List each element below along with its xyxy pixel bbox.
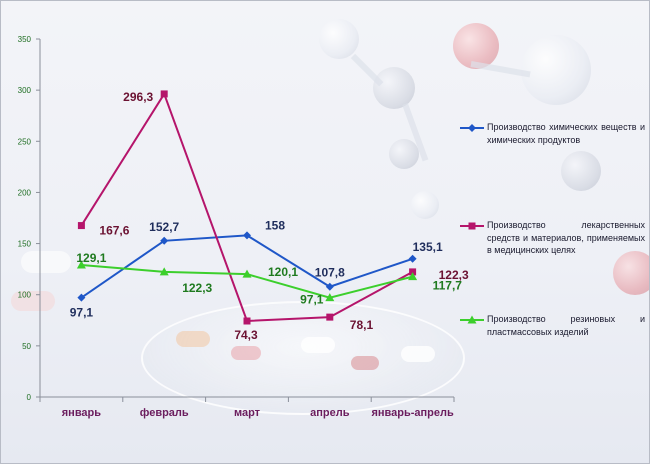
- pill-decoration: [11, 291, 55, 311]
- y-tick-label: 50: [22, 342, 31, 351]
- data-point-marker: [243, 317, 251, 325]
- data-point-marker: [409, 268, 417, 276]
- y-tick-label: 250: [18, 137, 32, 146]
- data-label: 296,3: [123, 90, 153, 104]
- data-point-marker: [243, 231, 251, 240]
- data-label: 122,3: [182, 281, 212, 295]
- x-category-label: апрель: [310, 407, 350, 419]
- data-point-marker: [325, 282, 334, 291]
- y-tick-label: 200: [18, 188, 32, 197]
- data-label: 167,6: [99, 224, 129, 238]
- data-label: 74,3: [234, 328, 258, 342]
- y-tick-label: 300: [18, 86, 32, 95]
- data-label: 129,1: [76, 251, 106, 265]
- pill-decoration: [21, 251, 71, 273]
- legend-label: Производство химических веществ и химиче…: [487, 122, 645, 145]
- data-point-marker: [76, 260, 86, 269]
- y-tick-label: 0: [27, 393, 32, 402]
- data-label: 97,1: [70, 306, 94, 320]
- data-point-marker: [326, 313, 334, 321]
- data-point-marker: [325, 293, 335, 302]
- data-label: 117,7: [433, 279, 463, 293]
- data-point-marker: [160, 236, 169, 245]
- data-label: 97,1: [300, 293, 324, 307]
- legend-symbol: [460, 222, 484, 230]
- pill-decoration: [301, 337, 335, 353]
- pill-decoration: [231, 346, 261, 360]
- legend-label: Производство резиновых и пластмассовых и…: [487, 314, 645, 337]
- data-point-marker: [408, 254, 417, 263]
- data-label: 107,8: [315, 266, 345, 280]
- data-label: 78,1: [350, 318, 374, 332]
- y-tick-label: 150: [18, 240, 32, 249]
- x-category-label: январь-апрель: [371, 407, 454, 419]
- legend-symbol: [460, 124, 484, 132]
- x-category-label: январь: [62, 407, 102, 419]
- data-point-marker: [159, 267, 169, 276]
- data-point-marker: [160, 90, 168, 98]
- legend-label: Производство лекарственных средств и мат…: [487, 220, 645, 255]
- data-point-marker: [408, 272, 418, 281]
- data-point-marker: [242, 269, 252, 278]
- data-label: 135,1: [413, 240, 443, 254]
- legend-symbol: [460, 315, 484, 324]
- data-label: 120,1: [268, 265, 298, 279]
- data-label: 122,3: [439, 268, 469, 282]
- y-tick-label: 100: [18, 291, 32, 300]
- data-label: 158: [265, 218, 285, 232]
- series-line: [80, 91, 414, 323]
- pill-decoration: [401, 346, 435, 362]
- pill-decoration: [351, 356, 379, 370]
- x-category-label: март: [234, 407, 261, 419]
- x-category-label: февраль: [140, 407, 189, 419]
- pill-decoration: [176, 331, 210, 347]
- data-point-marker: [77, 293, 86, 302]
- y-tick-label: 350: [18, 35, 32, 44]
- data-point-marker: [77, 222, 85, 230]
- data-label: 152,7: [149, 220, 179, 234]
